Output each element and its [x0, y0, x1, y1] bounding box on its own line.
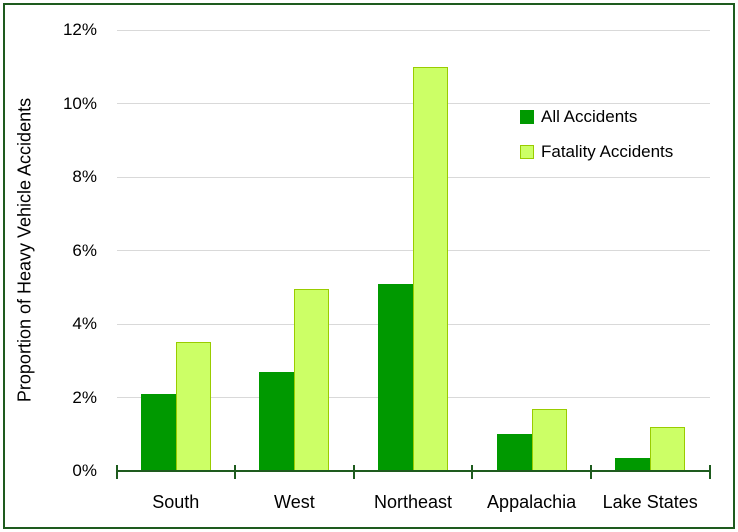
- bar-all-accidents-appalachia: [496, 434, 532, 471]
- x-category-label-lake-states: Lake States: [602, 492, 698, 512]
- y-tick-label-0%: 0%: [72, 461, 97, 480]
- bar-fatality-accidents-south: [175, 342, 211, 471]
- x-axis-tick: [115, 465, 118, 479]
- bar-all-accidents-south: [140, 394, 176, 471]
- bar-fatality-accidents-appalachia: [531, 409, 567, 471]
- bar-fatality-accidents-west: [294, 289, 330, 471]
- y-tick-label-8%: 8%: [72, 167, 97, 186]
- gridline-12%: [117, 29, 710, 31]
- y-tick-label-6%: 6%: [72, 240, 97, 260]
- y-tick-label-12%: 12%: [62, 20, 97, 39]
- y-tick-label-4%: 4%: [72, 314, 97, 333]
- bar-all-accidents-lake-states: [615, 458, 651, 471]
- legend-swatch-all-accidents: [520, 110, 534, 124]
- bar-fatality-accidents-lake-states: [650, 427, 686, 471]
- bar-all-accidents-northeast: [378, 284, 413, 471]
- legend: All Accidents Fatality Accidents: [520, 106, 673, 176]
- x-axis-tick: [708, 465, 711, 479]
- legend-label-fatality-accidents: Fatality Accidents: [541, 142, 674, 161]
- x-axis-tick: [352, 465, 355, 479]
- x-axis-line: [116, 470, 710, 472]
- x-category-label-northeast: Northeast: [373, 492, 453, 512]
- x-category-label-south: South: [152, 492, 200, 512]
- bar-all-accidents-west: [259, 372, 295, 471]
- legend-swatch-fatality-accidents: [520, 145, 534, 159]
- x-category-label-appalachia: Appalachia: [487, 492, 577, 512]
- y-tick-label-2%: 2%: [72, 387, 97, 407]
- legend-item-fatality-accidents: Fatality Accidents: [520, 141, 673, 163]
- legend-item-all-accidents: All Accidents: [520, 106, 673, 128]
- x-category-label-west: West: [274, 492, 315, 512]
- x-axis-tick: [471, 465, 474, 479]
- chart-frame-border: [3, 3, 735, 529]
- bar-fatality-accidents-northeast: [413, 67, 448, 471]
- x-axis-tick: [589, 465, 592, 479]
- x-axis-tick: [234, 465, 237, 479]
- y-axis-title: Proportion of Heavy Vehicle Accidents: [14, 97, 35, 403]
- y-tick-label-10%: 10%: [62, 93, 97, 113]
- legend-label-all-accidents: All Accidents: [541, 107, 638, 126]
